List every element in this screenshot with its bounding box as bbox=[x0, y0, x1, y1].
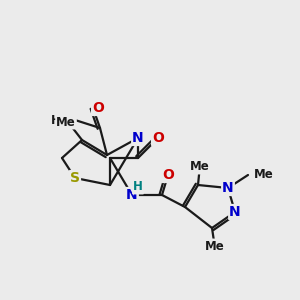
Text: Me: Me bbox=[56, 116, 76, 128]
Text: HO: HO bbox=[51, 113, 71, 127]
Text: H: H bbox=[133, 181, 143, 194]
Text: N: N bbox=[229, 205, 241, 219]
Text: O: O bbox=[152, 131, 164, 145]
Text: Me: Me bbox=[190, 160, 210, 173]
Text: O: O bbox=[92, 101, 104, 115]
Text: Me: Me bbox=[205, 239, 225, 253]
Text: N: N bbox=[126, 188, 138, 202]
Text: O: O bbox=[162, 168, 174, 182]
Text: N: N bbox=[222, 181, 234, 195]
Text: N: N bbox=[132, 131, 144, 145]
Text: Me: Me bbox=[254, 169, 274, 182]
Text: S: S bbox=[70, 171, 80, 185]
